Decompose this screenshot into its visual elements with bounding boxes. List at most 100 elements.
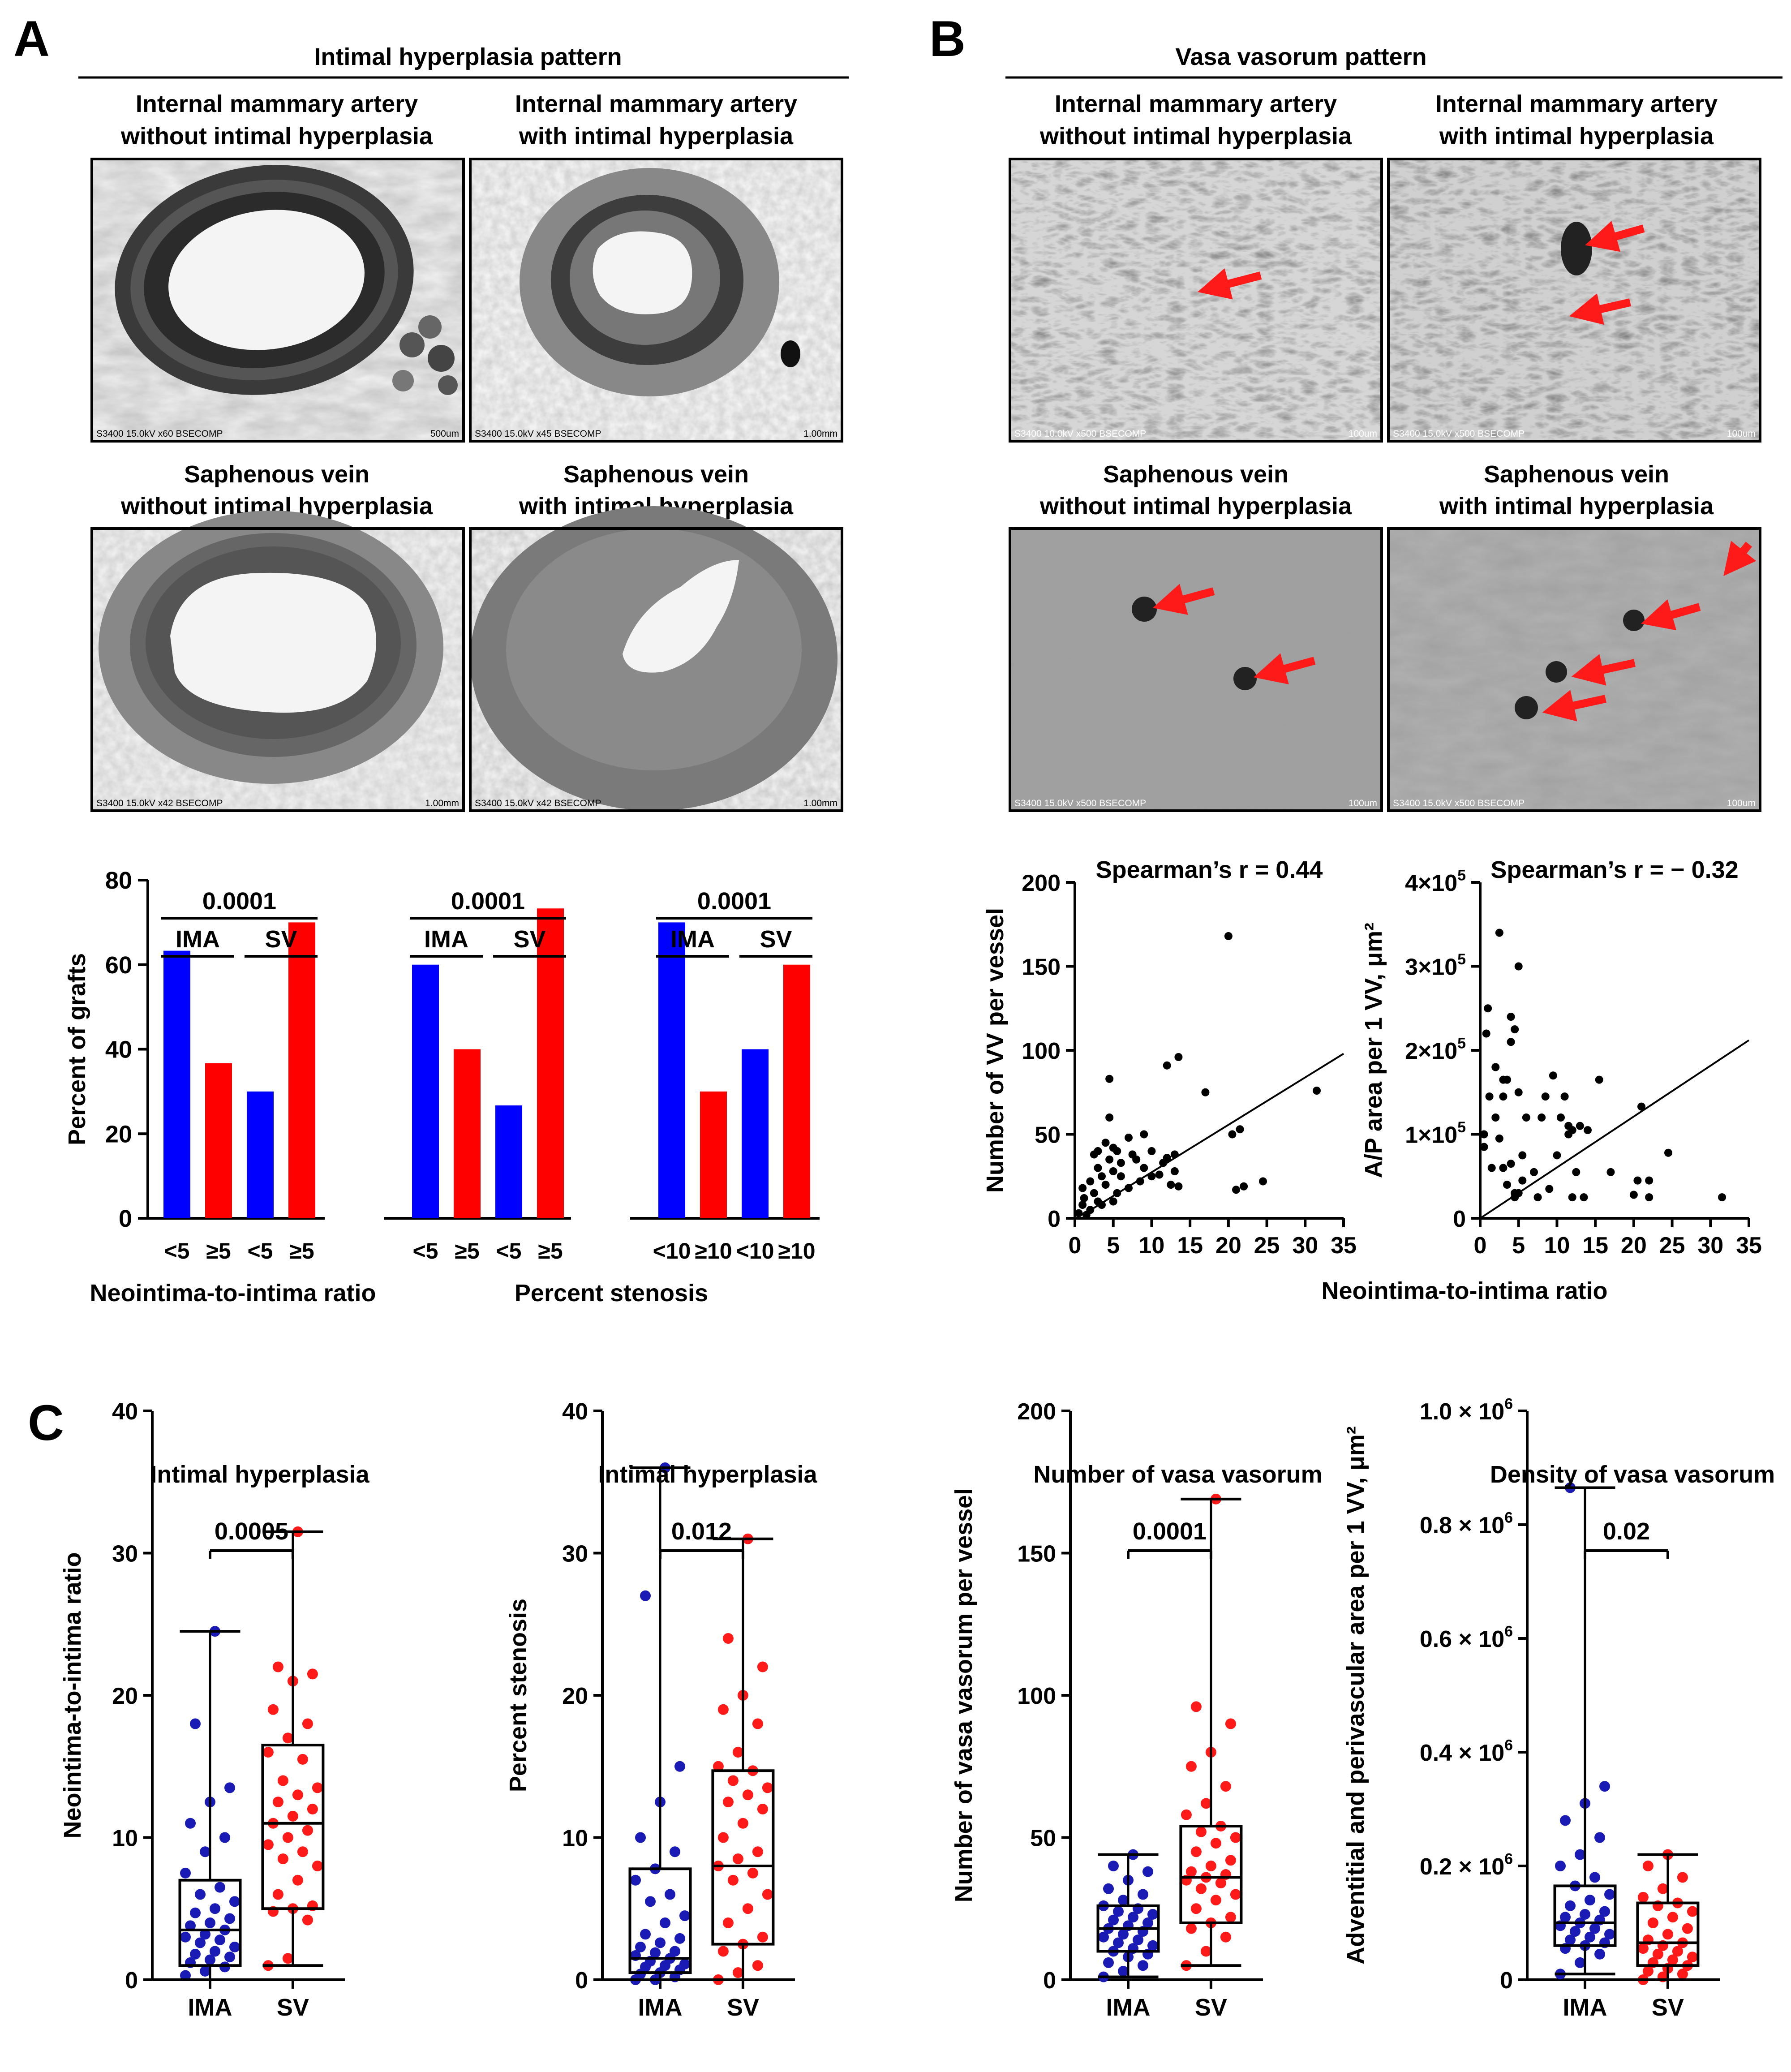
scatter-point	[1511, 1025, 1519, 1034]
box-data-point	[1205, 1861, 1216, 1871]
scatter-point	[1507, 1160, 1515, 1168]
box-data-point	[1113, 1937, 1124, 1948]
box-data-point	[205, 1917, 215, 1928]
bar-y-tick-label: 0	[119, 1205, 132, 1232]
box-data-point	[762, 1782, 773, 1793]
scatter-point	[1557, 1113, 1565, 1122]
box-data-point	[1118, 1965, 1129, 1977]
bar-p-value: 0.0001	[202, 888, 276, 915]
box-data-point	[670, 1846, 680, 1857]
bar-x-label-stenosis: Percent stenosis	[515, 1280, 708, 1307]
box-data-point	[272, 1889, 283, 1900]
b-img4-title: Saphenous vein	[1484, 461, 1669, 488]
bar	[537, 908, 564, 1218]
box-iqr	[628, 1867, 692, 1974]
scatter-y-tick-label: 2×105	[1405, 1035, 1466, 1064]
a-img2-scale: 1.00mm	[803, 429, 838, 439]
micrograph-info-bars: S3400 15.0kV x60 BSECOMP 500um S3400 15.…	[96, 429, 1756, 808]
scatter-x-tick-label: 5	[1107, 1233, 1120, 1259]
box-data-point	[650, 1947, 661, 1958]
box-data-point	[1185, 1761, 1197, 1772]
scatter-x-tick-label: 35	[1331, 1233, 1357, 1259]
box-category-label: SV	[1195, 1994, 1227, 2021]
scatter-x-tick-label: 30	[1292, 1233, 1318, 1259]
box-data-point	[1642, 1861, 1654, 1871]
box-category-label: SV	[1652, 1994, 1684, 2021]
box-data-point	[1652, 1948, 1663, 1960]
arrow-2	[1585, 221, 1645, 252]
bar-ima-label: IMA	[670, 926, 715, 953]
box-data-point	[210, 1946, 220, 1957]
box-data-point	[1637, 1943, 1649, 1954]
scatter-point	[1480, 1130, 1488, 1139]
scatter-x-tick-label: 20	[1621, 1233, 1647, 1259]
box-data-point	[229, 1896, 240, 1907]
scatter-point	[1147, 1172, 1156, 1181]
box-data-point	[1637, 1891, 1649, 1903]
box-data-point	[219, 1961, 230, 1973]
scatter-point	[1174, 1182, 1183, 1191]
box-data-point	[190, 1718, 201, 1729]
box-data-point	[282, 1732, 293, 1744]
bar	[742, 1049, 769, 1218]
box-data-point	[267, 1704, 279, 1715]
scatter-point	[1163, 1061, 1171, 1070]
box-data-point	[722, 1633, 734, 1644]
scatter-point	[1580, 1193, 1588, 1202]
box-data-point	[297, 1754, 308, 1765]
scatter-point	[1113, 1147, 1121, 1155]
bar-category-label: ≥5	[206, 1238, 231, 1264]
scatter-point	[1549, 1071, 1557, 1080]
scatter-point	[1105, 1075, 1114, 1083]
box-data-point	[282, 1953, 293, 1964]
box-y-tick-label: 0.2 × 106	[1420, 1851, 1513, 1880]
box-data-point	[180, 1931, 191, 1943]
b-micrograph-ima-ih	[1388, 159, 1760, 441]
bar-y-label: Percent of grafts	[64, 953, 90, 1145]
box-data-point	[1667, 1912, 1678, 1923]
bar-category-label: <10	[736, 1238, 774, 1264]
scatter-point	[1584, 1126, 1592, 1135]
scatter-y-tick-label: 150	[1022, 954, 1061, 980]
bar	[163, 950, 190, 1218]
box-data-point	[180, 1867, 191, 1879]
box-iqr	[261, 1744, 325, 1910]
b-micrograph-sv-no-ih	[1010, 529, 1382, 811]
bar-sv-label: SV	[760, 926, 792, 953]
box-data-point	[1565, 1900, 1576, 1911]
box-data-point	[752, 1846, 763, 1857]
box-y-label: Neointima-to-intima ratio	[59, 1552, 86, 1838]
box-data-point	[297, 1846, 308, 1857]
scatter-title: Spearman’s r = 0.44	[1096, 856, 1323, 883]
box-data-point	[1647, 1917, 1658, 1928]
box-data-point	[1195, 1883, 1207, 1894]
box-data-point	[1138, 1889, 1148, 1900]
box-y-tick-label: 20	[112, 1683, 138, 1709]
box-y-tick-label: 0	[575, 1968, 588, 1994]
box-data-point	[713, 1761, 724, 1772]
scatter-point	[1105, 1155, 1114, 1164]
scatter-point	[1228, 1130, 1237, 1139]
panel-label-a: A	[13, 11, 50, 67]
box-plot-vv-density: 0 0.2 × 106 0.4 × 106 0.6 × 106 0.8 × 106 1.0…	[1342, 1396, 1775, 2021]
b-img2-title: Internal mammary artery	[1435, 90, 1718, 117]
scatter-x-tick-label: 0	[1069, 1233, 1082, 1259]
box-data-point	[195, 1937, 206, 1948]
box-data-point	[1108, 1861, 1119, 1871]
arrow-7	[1641, 599, 1701, 631]
box-data-point	[1677, 1872, 1688, 1883]
box-data-point	[307, 1668, 318, 1680]
box-data-point	[1230, 1832, 1241, 1843]
scatter-point	[1545, 1185, 1554, 1193]
a-micrograph-ima-ih	[470, 159, 842, 441]
scatter-point	[1078, 1201, 1087, 1209]
scatter-point	[1514, 962, 1523, 971]
scatter-point	[1553, 1151, 1561, 1160]
bar-category-label: ≥5	[289, 1238, 314, 1264]
box-y-tick-label: 0	[1043, 1968, 1056, 1994]
box-data-point	[670, 1946, 680, 1957]
scatter-point	[1503, 1075, 1511, 1084]
bar-sv-label: SV	[513, 926, 545, 953]
box-data-point	[762, 1889, 773, 1900]
a-img3-title: Saphenous vein	[184, 461, 369, 488]
